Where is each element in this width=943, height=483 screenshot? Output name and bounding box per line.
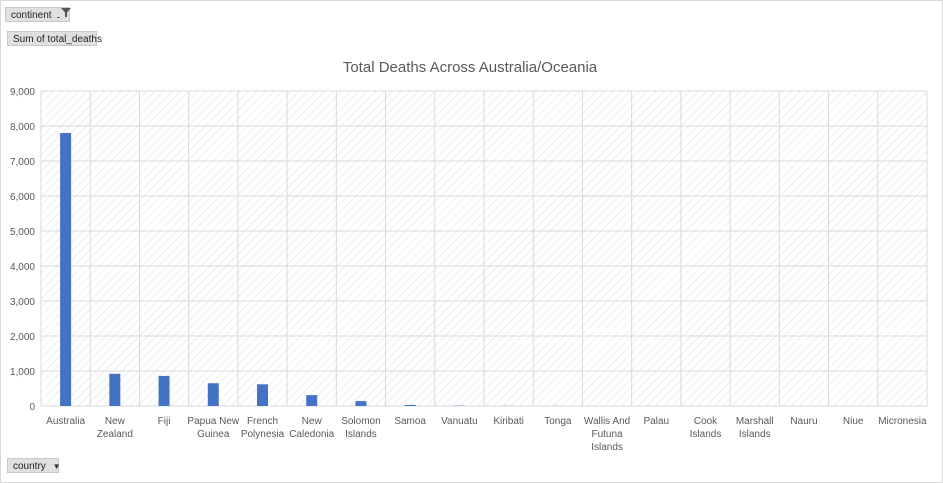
x-tick-label: Solomon Islands <box>341 416 380 440</box>
y-tick-label: 7,000 <box>10 157 35 168</box>
x-axis: Australia New Zealand Fiji Papua New GuineaFr… <box>46 416 927 453</box>
filter-icon <box>57 8 72 23</box>
x-tick-label: New Caledonia <box>289 416 334 440</box>
y-tick-label: 6,000 <box>10 192 35 203</box>
chart-title: Total Deaths Across Australia/Oceania <box>343 59 598 76</box>
value-field-label: Sum of total_deaths <box>13 34 102 45</box>
y-tick-label: 8,000 <box>10 122 35 133</box>
bar <box>158 375 170 406</box>
y-tick-label: 9,000 <box>10 87 35 98</box>
bar <box>109 373 121 406</box>
x-tick-label: Samoa <box>394 416 426 427</box>
continent-filter-label: continent <box>11 10 52 22</box>
x-tick-label: Nauru <box>790 416 817 427</box>
y-axis: 0 1,000 2,000 3,000 4,000 5,000 6,000 7,000 8,00… <box>10 87 35 413</box>
value-field-button[interactable]: Sum of total_deaths <box>7 31 102 46</box>
x-tick-label: Palau <box>643 416 669 427</box>
y-tick-label: 5,000 <box>10 227 35 238</box>
x-tick-label: Fiji <box>158 416 171 427</box>
y-tick-label: 0 <box>29 402 35 413</box>
y-tick-label: 4,000 <box>10 262 35 273</box>
continent-filter-button[interactable]: continent <box>5 7 72 23</box>
x-tick-label: Papua New Guinea <box>187 416 239 440</box>
x-tick-label: Micronesia <box>878 416 927 427</box>
dropdown-arrow-icon: ▼ <box>52 462 61 471</box>
x-tick-label: Vanuatu <box>441 416 478 427</box>
x-tick-label: New Zealand <box>97 416 133 440</box>
x-tick-label: Kiribati <box>493 416 524 427</box>
x-tick-label: Tonga <box>544 416 572 427</box>
y-tick-label: 2,000 <box>10 332 35 343</box>
x-tick-label: Cook Islands <box>690 416 722 440</box>
bar <box>404 404 416 406</box>
x-tick-label: Wallis And Futuna Islands <box>584 416 630 453</box>
x-tick-label: Niue <box>843 416 864 427</box>
x-tick-label: Marshall Islands <box>736 416 774 440</box>
x-tick-label: Australia <box>46 416 85 427</box>
country-axis-field-button[interactable]: country ▼ <box>7 458 61 473</box>
bar <box>355 401 367 406</box>
country-field-label: country <box>13 461 46 472</box>
bar <box>60 133 72 406</box>
bar <box>257 384 268 406</box>
y-tick-label: 1,000 <box>10 367 35 378</box>
bars <box>60 133 613 406</box>
bar <box>207 383 219 406</box>
y-tick-label: 3,000 <box>10 297 35 308</box>
bar <box>306 395 318 406</box>
gridlines <box>40 90 928 407</box>
x-tick-label: French Polynesia <box>241 416 285 440</box>
